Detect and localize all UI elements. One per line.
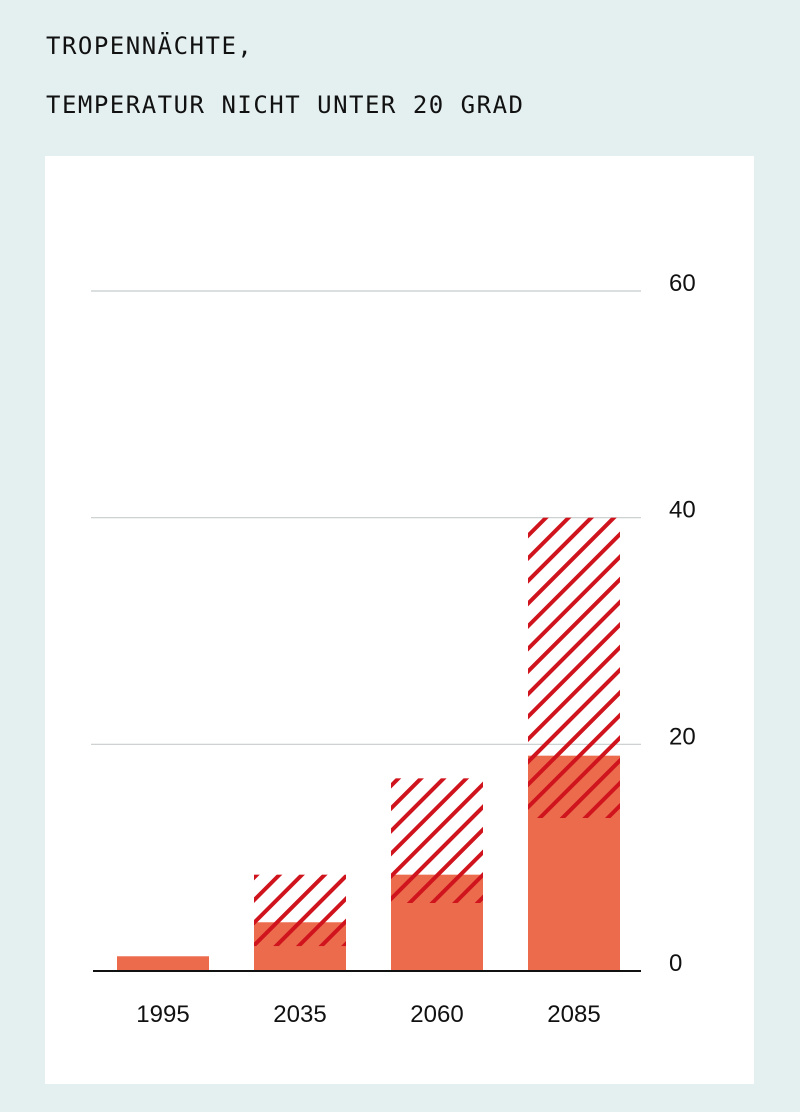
y-tick-label: 60: [669, 270, 696, 297]
hatched-range-bar: [528, 517, 620, 818]
y-tick-label: 0: [669, 950, 682, 977]
hatched-range-bar: [254, 874, 346, 947]
hatched-range-bar: [391, 778, 483, 903]
chart-panel: 0 20 40 60 1995 2035 2060 2085: [45, 156, 754, 1084]
chart-title-line1: TROPENNÄCHTE,: [46, 32, 254, 60]
y-tick-label: 40: [669, 497, 696, 524]
chart-title: TROPENNÄCHTE, TEMPERATUR NICHT UNTER 20 …: [46, 26, 524, 125]
x-tick-label: 2060: [410, 1001, 463, 1028]
x-tick-label: 1995: [136, 1001, 189, 1028]
x-tick-label: 2085: [547, 1001, 600, 1028]
solid-bar: [117, 956, 209, 971]
x-tick-label: 2035: [273, 1001, 326, 1028]
chart-subtitle: TEMPERATUR NICHT UNTER 20 GRAD: [46, 91, 525, 119]
y-tick-label: 20: [669, 723, 696, 750]
bar-chart: 0 20 40 60 1995 2035 2060 2085: [91, 270, 696, 1028]
